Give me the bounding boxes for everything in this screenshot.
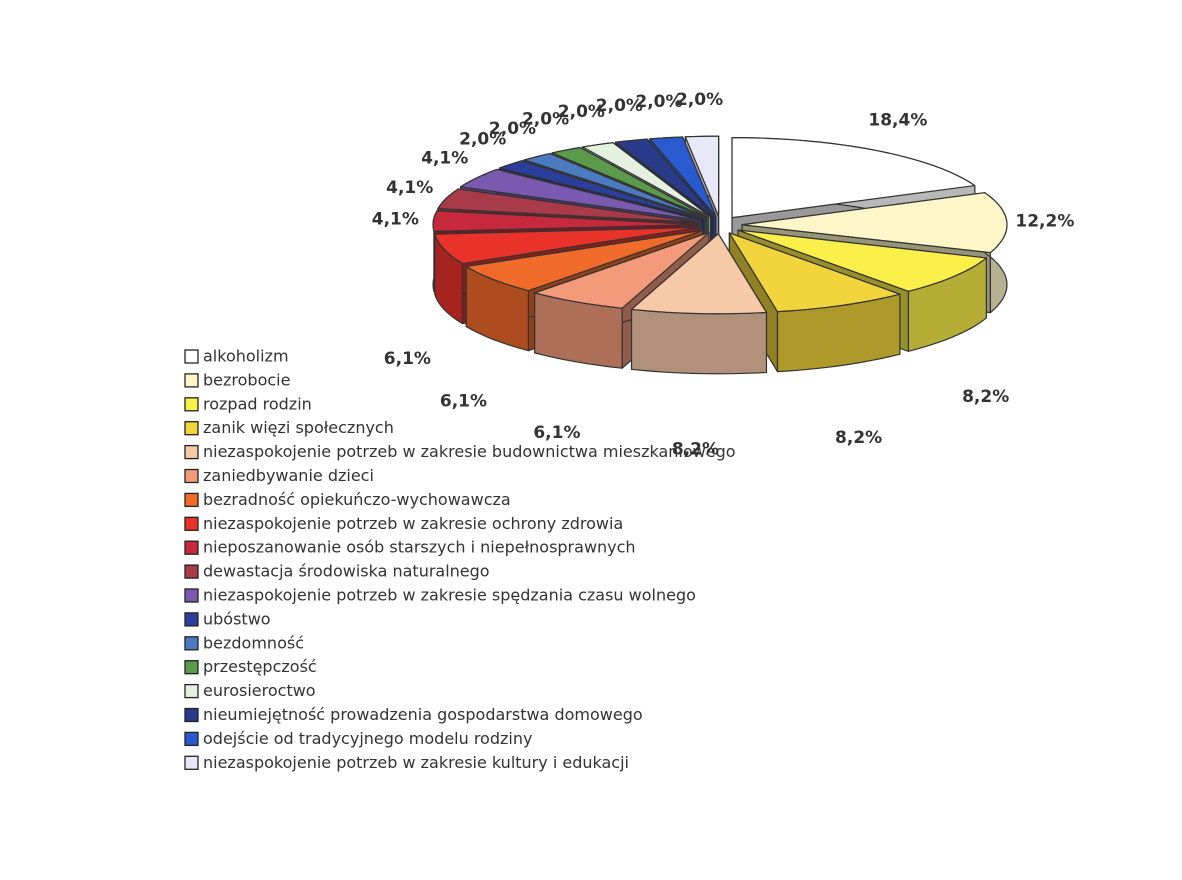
data-label: 8,2%: [672, 440, 719, 460]
legend-swatch: [184, 444, 199, 460]
data-label: 2,0%: [558, 102, 605, 122]
legend-label: eurosieroctwo: [203, 681, 316, 700]
data-label: 2,0%: [522, 110, 569, 130]
legend-swatch: [184, 683, 199, 699]
slice-top: [534, 232, 710, 309]
slice-top: [684, 135, 720, 217]
slice-top: [737, 229, 987, 292]
data-label: 8,2%: [835, 428, 882, 448]
data-label: 4,1%: [372, 209, 419, 229]
data-label: 6,1%: [440, 392, 487, 412]
slice-top: [731, 137, 976, 219]
slice-top: [498, 160, 705, 220]
legend-label: niezaspokojenie potrzeb w zakresie ochro…: [203, 514, 623, 533]
legend-label: alkoholizm: [203, 347, 289, 366]
legend-swatch: [184, 421, 199, 436]
legend-swatch: [184, 349, 199, 364]
legend-label: odejście od tradycyjnego modelu rodziny: [203, 729, 532, 748]
slice-top: [460, 168, 702, 221]
legend-swatch: [184, 612, 199, 627]
data-label: 2,0%: [489, 119, 536, 139]
legend-label: zaniedbywanie dzieci: [203, 466, 374, 485]
legend-label: nieumiejętność prowadzenia gospodarstwa …: [203, 705, 643, 724]
data-label: 2,0%: [676, 90, 723, 110]
slice-top: [465, 229, 704, 292]
legend-swatch: [184, 588, 199, 603]
legend-label: nieposzanowanie osób starszych i niepełn…: [203, 538, 636, 557]
data-label: 4,1%: [421, 149, 468, 169]
data-label: 2,0%: [596, 96, 643, 116]
data-label: 2,0%: [635, 92, 682, 112]
slice-top: [614, 138, 714, 218]
legend-swatch: [184, 755, 199, 770]
legend-label: bezradność opiekuńczo-wychowawcza: [203, 490, 511, 509]
legend-swatch: [184, 373, 199, 388]
legend-swatch: [184, 707, 199, 723]
legend-label: ubóstwo: [203, 609, 271, 628]
data-label: 6,1%: [533, 423, 580, 443]
legend-swatch: [184, 636, 199, 651]
legend-label: bezdomność: [203, 633, 304, 652]
data-label: 2,0%: [459, 130, 506, 150]
legend-swatch: [184, 660, 199, 675]
slice-top: [728, 232, 901, 313]
legend-swatch: [184, 468, 199, 484]
data-label: 8,2%: [962, 387, 1009, 407]
data-label: 12,2%: [1015, 211, 1074, 231]
legend-label: zanik więzi społecznych: [203, 418, 394, 437]
data-label: 18,4%: [868, 110, 927, 130]
slice-top: [437, 188, 700, 223]
data-label: 4,1%: [386, 178, 433, 198]
legend-swatch: [184, 397, 199, 412]
slice-top: [523, 152, 707, 219]
legend-swatch: [184, 540, 199, 555]
legend-swatch: [184, 564, 199, 579]
legend-label: przestępczość: [203, 657, 317, 676]
slice-top: [434, 226, 700, 265]
slice-wall: [630, 308, 768, 375]
legend-swatch: [184, 516, 199, 531]
slice-top: [741, 192, 1008, 254]
slice-top: [432, 210, 699, 233]
legend-label: niezaspokojenie potrzeb w zakresie kultu…: [203, 753, 629, 772]
legend-label: bezrobocie: [203, 370, 290, 389]
legend-label: niezaspokojenie potrzeb w zakresie budow…: [203, 442, 736, 461]
slice-top: [551, 146, 709, 219]
legend-label: dewastacja środowiska naturalnego: [203, 562, 490, 581]
legend-label: niezaspokojenie potrzeb w zakresie spędz…: [203, 586, 696, 605]
data-label: 6,1%: [384, 349, 431, 369]
slice-top: [630, 233, 768, 315]
legend-swatch: [184, 731, 199, 747]
slice-top: [649, 136, 717, 217]
legend-swatch: [184, 492, 199, 508]
legend-label: rozpad rodzin: [203, 394, 312, 413]
slice-top: [582, 142, 712, 218]
slice: [630, 233, 768, 375]
